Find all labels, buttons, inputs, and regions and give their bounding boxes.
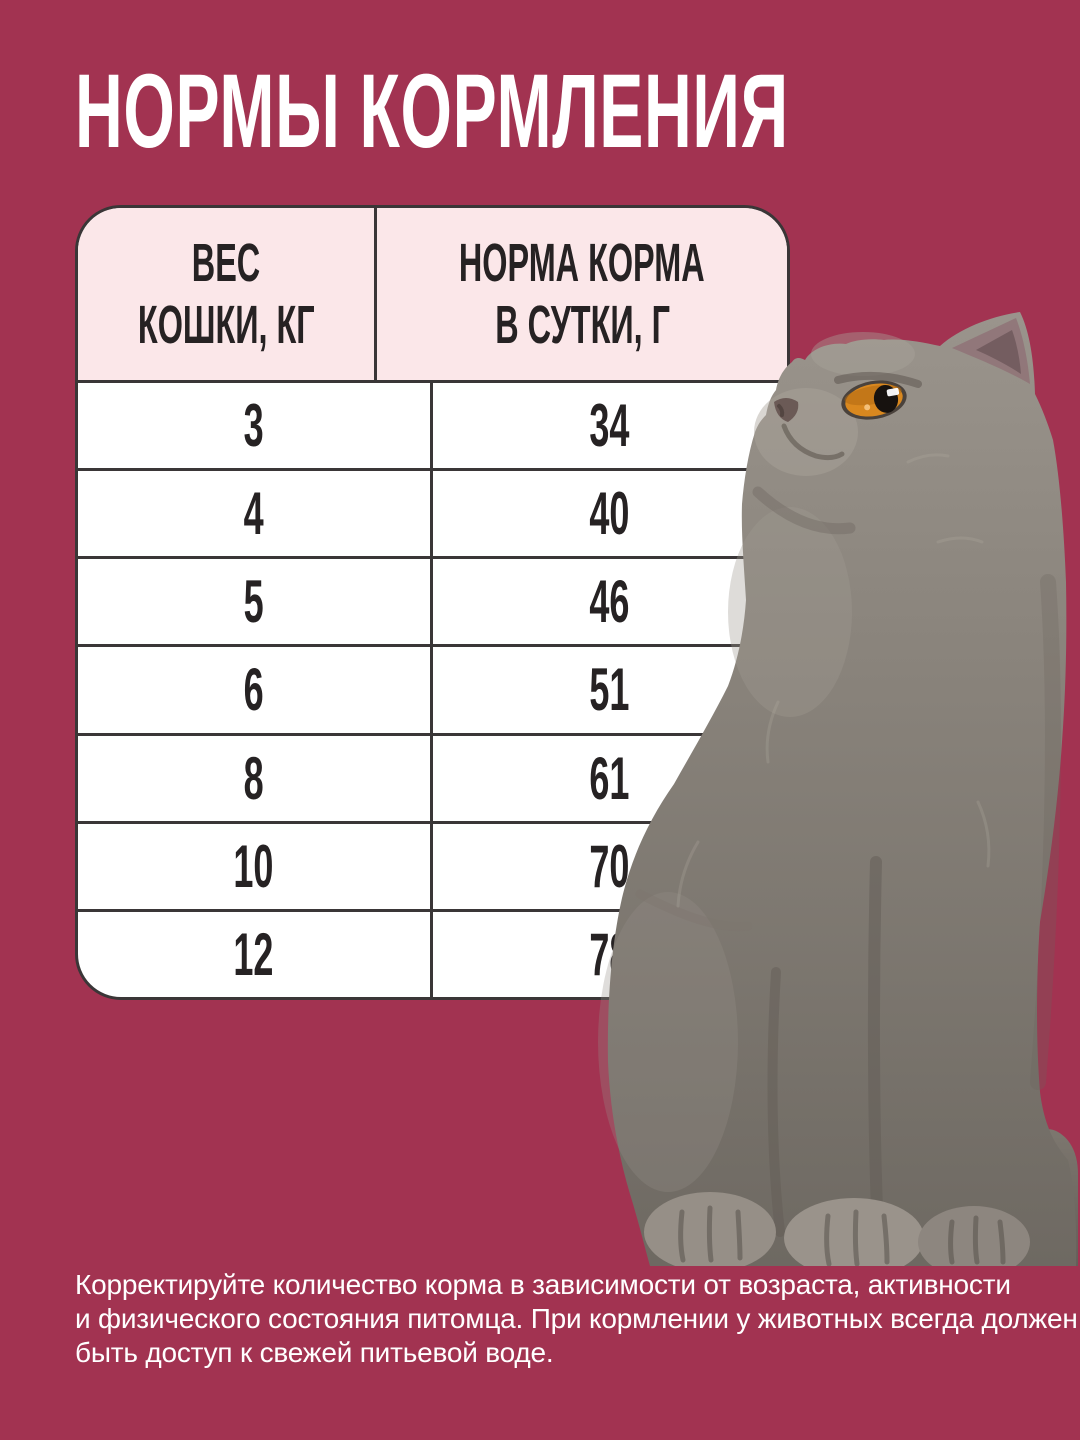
page-title-text: НОРМЫ КОРМЛЕНИЯ	[75, 53, 789, 170]
cat-back-shadow	[1030, 574, 1061, 1090]
table-header-weight: ВЕС КОШКИ, КГ	[78, 208, 378, 380]
cell-food: 34	[433, 383, 788, 468]
cell-weight: 12	[78, 911, 433, 997]
cell-food: 70	[433, 824, 788, 909]
cat-nose	[774, 398, 799, 422]
header-weight-line2: КОШКИ, КГ	[137, 295, 315, 355]
cat-mouth	[781, 423, 845, 461]
page-title: НОРМЫ КОРМЛЕНИЯ	[75, 59, 1080, 164]
cat-front-leg-crease	[867, 856, 884, 1240]
table-row: 8 61	[78, 732, 788, 821]
header-weight-line1: ВЕС	[192, 233, 261, 293]
cell-food-value: 61	[589, 744, 630, 812]
table-row: 3 34	[78, 380, 788, 469]
cell-weight: 8	[78, 735, 433, 821]
table-row: 10 70	[78, 820, 788, 909]
footer-line: быть доступ к свежей питьевой воде.	[75, 1337, 554, 1368]
cat-ear-inner-shadow	[976, 330, 1021, 374]
footer-line: Корректируйте количество корма в зависим…	[75, 1269, 1011, 1300]
cat-photo	[598, 312, 1078, 1266]
table-row: 4 40	[78, 468, 788, 557]
cell-weight-value: 8	[243, 744, 264, 812]
cat-brow-shadow	[834, 371, 922, 388]
cell-weight: 5	[78, 559, 433, 645]
cell-food-value: 34	[589, 392, 630, 460]
cell-weight-value: 6	[243, 656, 264, 724]
footer-line: и физического состояния питомца. При кор…	[75, 1303, 1078, 1334]
cat-chin-shadow	[752, 486, 856, 535]
cat-eye	[841, 380, 907, 420]
header-food-line1: НОРМА КОРМА	[459, 233, 706, 293]
table-row: 6 51	[78, 644, 788, 733]
cat-haunch-highlight	[598, 892, 738, 1192]
cell-weight-value: 5	[243, 568, 264, 636]
cat-haunch-crease	[635, 889, 753, 932]
cell-food-value: 70	[589, 832, 630, 900]
cell-food: 46	[433, 559, 788, 644]
cell-food: 40	[433, 471, 788, 556]
cell-weight-value: 4	[243, 480, 264, 548]
cell-food-value: 40	[589, 480, 630, 548]
cat-leg-haunch-crease	[767, 967, 785, 1237]
cell-food: 61	[433, 736, 788, 821]
cat-chest-highlight	[728, 507, 852, 717]
cat-toes	[678, 1205, 1006, 1266]
cell-food-value: 51	[589, 656, 630, 724]
table-header-row: ВЕС КОШКИ, КГ НОРМА КОРМА В СУТКИ, Г	[78, 208, 787, 380]
cell-weight: 4	[78, 471, 433, 557]
cell-weight: 3	[78, 383, 433, 469]
cell-food-value: 46	[589, 568, 630, 636]
cell-weight-value: 12	[233, 920, 274, 988]
cell-weight: 6	[78, 647, 433, 733]
table-body: 3 34 4 40 5 46 6 51 8 61 10 70	[78, 380, 787, 997]
feeding-table: ВЕС КОШКИ, КГ НОРМА КОРМА В СУТКИ, Г 3 3…	[75, 205, 790, 1000]
cell-weight: 10	[78, 823, 433, 909]
cell-weight-value: 10	[233, 832, 274, 900]
cat-body	[607, 312, 1077, 1266]
cat-forehead-highlight	[811, 332, 915, 376]
cat-nostril	[777, 404, 785, 417]
table-header-food: НОРМА КОРМА В СУТКИ, Г	[377, 208, 787, 380]
cell-food: 51	[433, 647, 788, 732]
header-food-line2: В СУТКИ, Г	[494, 295, 670, 355]
footer-note: Корректируйте количество корма в зависим…	[75, 1268, 1078, 1370]
table-row: 5 46	[78, 556, 788, 645]
cat-fur-texture	[676, 453, 991, 908]
cell-weight-value: 3	[243, 392, 264, 460]
